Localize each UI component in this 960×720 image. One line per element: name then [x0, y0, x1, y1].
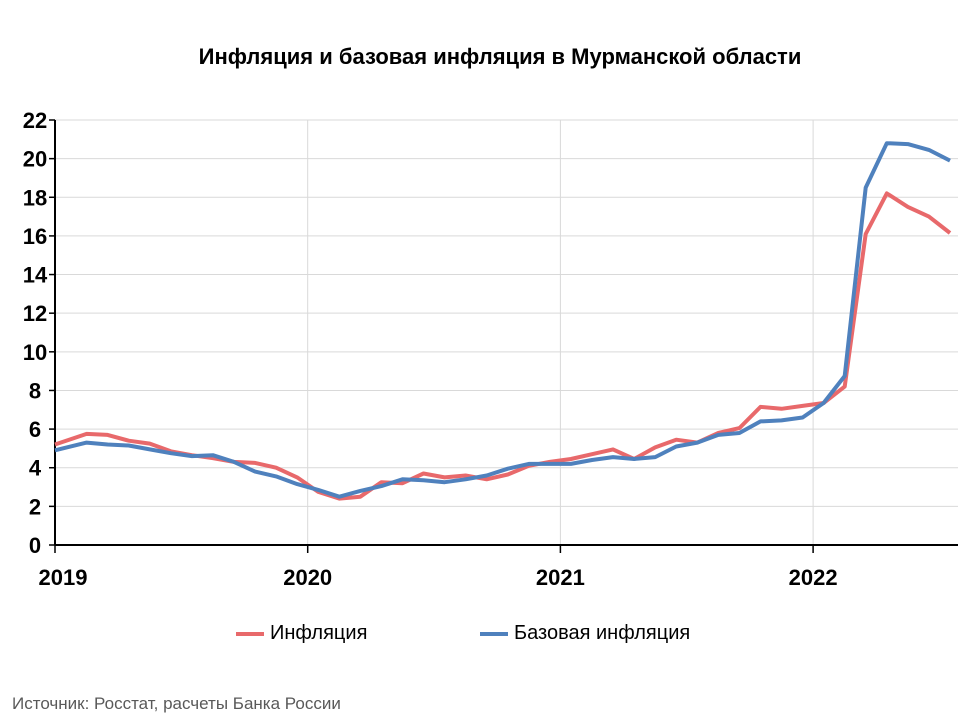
y-tick-label: 10	[23, 340, 47, 365]
x-tick-label: 2021	[536, 565, 585, 590]
x-tick-label: 2019	[39, 565, 88, 590]
y-tick-label: 14	[23, 263, 48, 288]
legend-item-core-inflation: Базовая инфляция	[480, 622, 690, 645]
legend-label: Инфляция	[270, 622, 368, 644]
legend-swatch	[480, 631, 508, 636]
y-tick-label: 0	[29, 533, 41, 558]
source-note: Источник: Росстат, расчеты Банка России	[12, 694, 341, 713]
legend-item-inflation: Инфляция	[236, 622, 367, 645]
chart-title: Инфляция и базовая инфляция в Мурманской…	[198, 44, 802, 69]
y-tick-label: 18	[23, 185, 47, 210]
series-line-inflation	[54, 191, 952, 501]
x-tick-label: 2020	[283, 565, 332, 590]
y-tick-label: 2	[29, 494, 41, 519]
y-tick-label: 20	[23, 147, 47, 172]
legend-label: Базовая инфляция	[514, 622, 691, 644]
series-line-core-inflation	[54, 141, 951, 499]
y-tick-label: 16	[23, 224, 47, 249]
y-tick-label: 12	[23, 301, 47, 326]
y-tick-label: 8	[29, 378, 41, 403]
y-tick-label: 6	[29, 417, 41, 442]
x-tick-label: 2022	[789, 565, 838, 590]
y-tick-label: 4	[29, 456, 42, 481]
legend-swatch	[236, 631, 264, 636]
y-tick-label: 22	[23, 108, 47, 133]
